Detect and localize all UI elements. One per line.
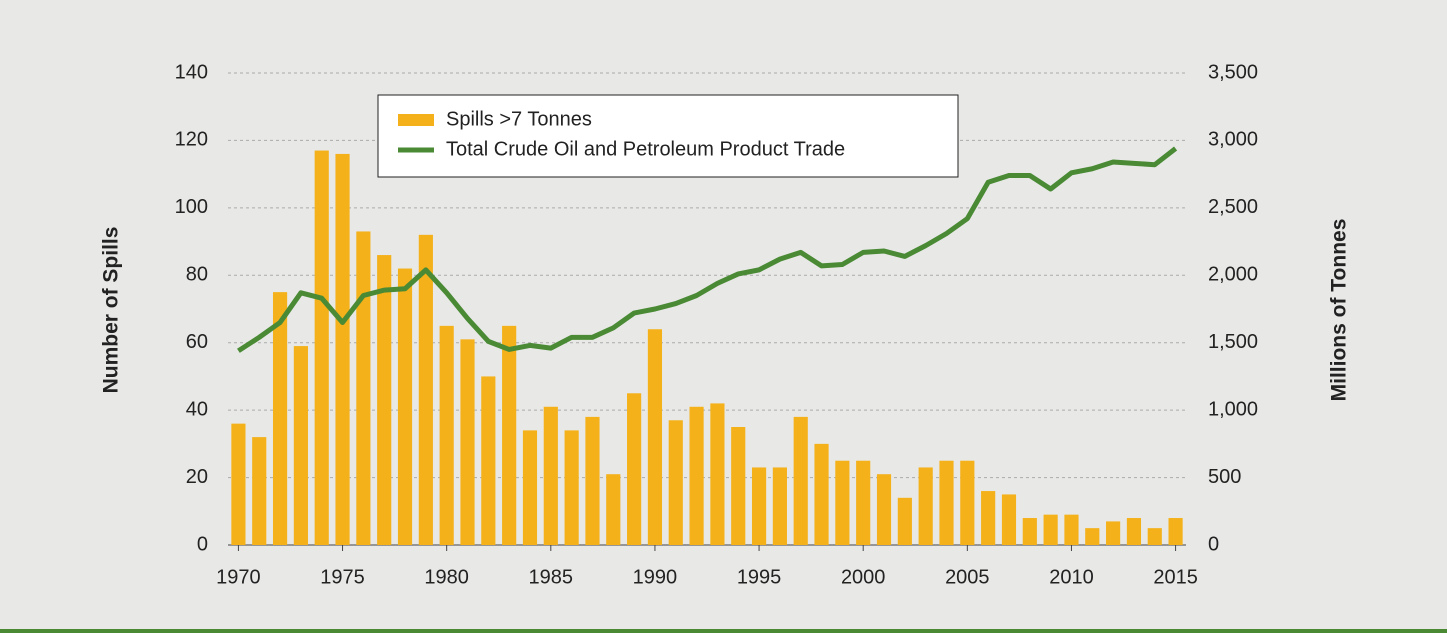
bar	[606, 474, 621, 545]
bar	[1147, 528, 1162, 545]
bar	[627, 393, 642, 545]
y-tick-label: 20	[186, 466, 208, 488]
legend-label: Total Crude Oil and Petroleum Product Tr…	[446, 138, 845, 160]
y2-tick-label: 0	[1208, 533, 1219, 555]
bar	[918, 467, 933, 545]
bar	[522, 430, 538, 545]
y-tick-label: 0	[197, 533, 208, 555]
y2-tick-label: 2,000	[1208, 264, 1258, 286]
bar	[1085, 528, 1100, 545]
x-tick-label: 2000	[841, 566, 886, 588]
grid: 0 20 40 60 80 100 120 140 0 500 1,000 1,500 2,000 2,5…	[175, 61, 1258, 588]
bar	[876, 474, 892, 545]
bar	[293, 346, 308, 545]
bar	[668, 420, 683, 545]
bar	[585, 416, 600, 545]
y-tick-label: 60	[186, 331, 208, 353]
x-tick-label: 1970	[216, 566, 261, 588]
x-tick-label: 2015	[1153, 566, 1198, 588]
bar	[835, 460, 850, 545]
bar	[793, 416, 808, 545]
bar	[856, 460, 871, 545]
bar	[939, 460, 954, 545]
bar	[647, 329, 663, 545]
legend: Spills >7 Tonnes Total Crude Oil and Petr…	[377, 94, 959, 178]
bar	[1106, 521, 1121, 545]
bar	[231, 423, 246, 545]
marks	[231, 146, 1183, 546]
y-tick-label: 140	[175, 61, 208, 83]
y2-axis-label: Millions of Tonnes	[1328, 219, 1351, 402]
y-tick-label: 100	[175, 196, 208, 218]
y2-tick-label: 3,000	[1208, 129, 1258, 151]
bar	[439, 325, 454, 545]
bar	[1168, 518, 1183, 545]
bar	[543, 406, 558, 545]
bar	[356, 231, 371, 545]
bar	[1043, 514, 1058, 545]
line	[237, 146, 1178, 353]
bar	[689, 406, 704, 545]
y2-tick-label: 500	[1208, 466, 1241, 488]
bar	[751, 467, 767, 545]
bar	[814, 443, 829, 545]
bar	[897, 497, 912, 545]
x-tick-label: 1980	[424, 566, 469, 588]
x-tick-label: 1975	[320, 566, 365, 588]
bar	[502, 325, 517, 545]
bar	[960, 460, 975, 545]
bottom-rule	[0, 629, 1447, 633]
y-tick-label: 80	[186, 264, 208, 286]
bar	[1001, 494, 1017, 545]
y-tick-label: 120	[175, 129, 208, 151]
bar	[377, 255, 392, 546]
bar	[272, 292, 288, 545]
bar	[981, 491, 996, 545]
bar	[772, 467, 787, 545]
bar	[564, 430, 579, 545]
y2-tick-label: 2,500	[1208, 196, 1258, 218]
y2-tick-label: 3,500	[1208, 61, 1258, 83]
bar	[252, 437, 267, 545]
x-tick-label: 2005	[945, 566, 990, 588]
x-tick-label: 2010	[1049, 566, 1094, 588]
y2-tick-label: 1,500	[1208, 331, 1258, 353]
x-tick-label: 1990	[633, 566, 678, 588]
bar	[397, 268, 413, 545]
bar	[1064, 514, 1079, 545]
legend-box	[377, 94, 959, 178]
x-tick-label: 1985	[529, 566, 574, 588]
bar	[731, 427, 746, 545]
bar	[710, 403, 725, 545]
bar	[1126, 518, 1142, 545]
y2-tick-label: 1,000	[1208, 398, 1258, 420]
legend-label: Spills >7 Tonnes	[446, 108, 592, 130]
y-axis-label: Number of Spills	[100, 227, 123, 394]
bar	[481, 376, 496, 545]
bar	[314, 150, 329, 546]
bar	[335, 153, 350, 545]
x-tick-label: 1995	[737, 566, 782, 588]
bar	[460, 339, 475, 545]
legend-swatch	[398, 114, 434, 126]
bar	[418, 234, 433, 546]
bar	[1022, 518, 1037, 545]
y-tick-label: 40	[186, 398, 208, 420]
